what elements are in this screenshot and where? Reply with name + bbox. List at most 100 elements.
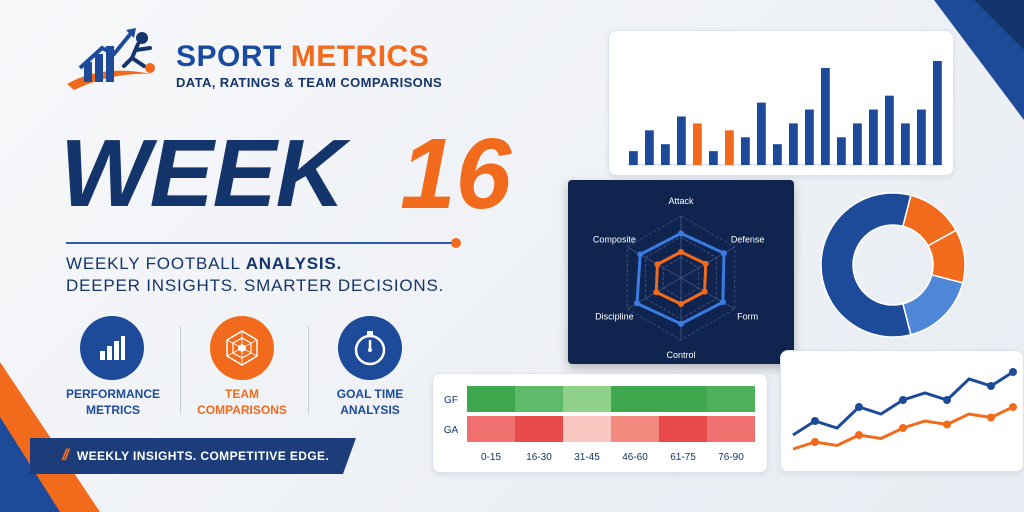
feature-team-comparisons: TEAM COMPARISONS: [177, 387, 307, 418]
bar: [901, 123, 910, 165]
brand-subtitle: DATA, RATINGS & TEAM COMPARISONS: [176, 75, 443, 90]
heatmap-cell: [659, 416, 707, 442]
brand-title-sport: SPORT: [176, 40, 282, 73]
bar: [725, 130, 734, 165]
line-point: [811, 417, 819, 425]
radar-axis-label: Composite: [593, 235, 636, 245]
bar-chart-card: [608, 30, 954, 176]
bar-chart: [627, 61, 942, 166]
tagline-banner: // WEEKLY INSIGHTS. COMPETITIVE EDGE.: [30, 438, 356, 474]
heatmap-cell: [467, 386, 515, 412]
radar-axis-label: Attack: [668, 196, 694, 206]
tagline-line-1-text: WEEKLY FOOTBALL: [66, 254, 246, 273]
line-point: [943, 420, 951, 429]
feature-goal-time-analysis-line1: GOAL TIME: [336, 387, 404, 401]
radar-chart: Attack Defense Form Control Discipline Compos…: [593, 196, 765, 360]
heatmap-column-label: 31-45: [574, 452, 600, 463]
heatmap-cell: [707, 386, 755, 412]
line-point: [1009, 403, 1017, 411]
bar: [917, 109, 926, 165]
corner-decoration-top-right: [934, 0, 1024, 120]
heatmap-column-label: 46-60: [622, 452, 648, 463]
feature-performance-metrics-line1: PERFORMANCE: [65, 387, 160, 401]
line-point: [943, 396, 951, 404]
heatmap-cell: [515, 386, 563, 412]
radar-point: [637, 251, 644, 258]
radar-point: [678, 230, 684, 237]
radar-axis-label: Discipline: [595, 311, 634, 321]
heatmap-cell: [467, 416, 515, 442]
bar: [837, 137, 846, 165]
trend-line-chart: [792, 368, 1017, 451]
radar-point: [654, 261, 661, 268]
stopwatch-icon: [338, 316, 402, 380]
bar: [693, 123, 702, 165]
feature-goal-time-analysis-line2: ANALYSIS: [340, 402, 400, 417]
heatmap-column-label: 76-90: [718, 452, 744, 463]
line-point: [987, 413, 995, 422]
radar-point: [702, 260, 709, 267]
heatmap-column-label: 61-75: [670, 452, 696, 463]
radar-chart-card: Attack Defense Form Control Discipline Compos…: [568, 180, 794, 364]
bar: [629, 151, 638, 165]
line-point: [1009, 368, 1017, 376]
heatmap-cell: [515, 416, 563, 442]
brand-title-metrics: METRICS: [290, 40, 430, 73]
bar: [709, 151, 718, 165]
feature-team-comparisons-line1: TEAM: [225, 387, 259, 401]
line-chart-card: [780, 350, 1024, 472]
line-point: [855, 431, 863, 439]
radar-point: [701, 288, 708, 295]
banner-text: WEEKLY INSIGHTS. COMPETITIVE EDGE.: [76, 449, 330, 463]
feature-team-comparisons-line2: COMPARISONS: [197, 402, 287, 417]
tagline-line-1-bold: ANALYSIS.: [245, 254, 343, 273]
heatmap-column-label: 0-15: [481, 452, 501, 463]
brand-title: SPORT METRICS: [176, 40, 429, 74]
heatmap-row-label: GA: [444, 425, 459, 436]
radar-point: [678, 320, 684, 327]
line-point: [899, 424, 907, 432]
donut-chart: [820, 192, 966, 338]
feature-goal-time-analysis: GOAL TIME ANALYSIS: [305, 387, 435, 418]
feature-divider: [308, 326, 309, 414]
line-point: [987, 382, 995, 390]
heatmap-cell: [563, 386, 611, 412]
heatmap-cell: [707, 416, 755, 442]
radar-spoke: [680, 277, 735, 310]
radar-axis-label: Control: [666, 350, 695, 360]
week-number: 16: [400, 118, 512, 230]
radar-axis-label: Defense: [731, 235, 765, 245]
heatmap-column-label: 16-30: [526, 452, 552, 463]
line-point: [811, 438, 819, 446]
bar: [645, 130, 654, 165]
bar: [869, 109, 878, 165]
heatmap-cell: [659, 386, 707, 412]
radar-web-icon: [210, 316, 274, 380]
bar: [773, 144, 782, 165]
bar: [821, 67, 830, 165]
tagline-line-2: DEEPER INSIGHTS. SMARTER DECISIONS.: [66, 276, 445, 295]
radar-point: [678, 248, 684, 255]
headline-underline-dot: [451, 238, 461, 248]
bar: [741, 137, 750, 165]
radar-point: [633, 300, 640, 307]
bar: [677, 116, 686, 165]
radar-spoke: [627, 246, 682, 279]
bar: [805, 109, 814, 165]
bar: [885, 95, 894, 165]
heatmap-cell: [563, 416, 611, 442]
donut-slice: [902, 274, 964, 336]
radar-point: [678, 301, 684, 308]
radar-point: [653, 289, 660, 296]
feature-performance-metrics: PERFORMANCE METRICS: [48, 387, 178, 418]
tagline-line-1: WEEKLY FOOTBALL ANALYSIS.: [66, 254, 342, 274]
line-point: [855, 403, 863, 411]
radar-point: [719, 299, 726, 306]
radar-axis-label: Form: [737, 311, 758, 321]
week-word: WEEK: [60, 120, 345, 227]
feature-performance-metrics-line2: METRICS: [86, 402, 140, 417]
bar: [789, 123, 798, 165]
line-point: [899, 396, 907, 404]
bar: [933, 61, 942, 165]
bar: [757, 102, 766, 165]
